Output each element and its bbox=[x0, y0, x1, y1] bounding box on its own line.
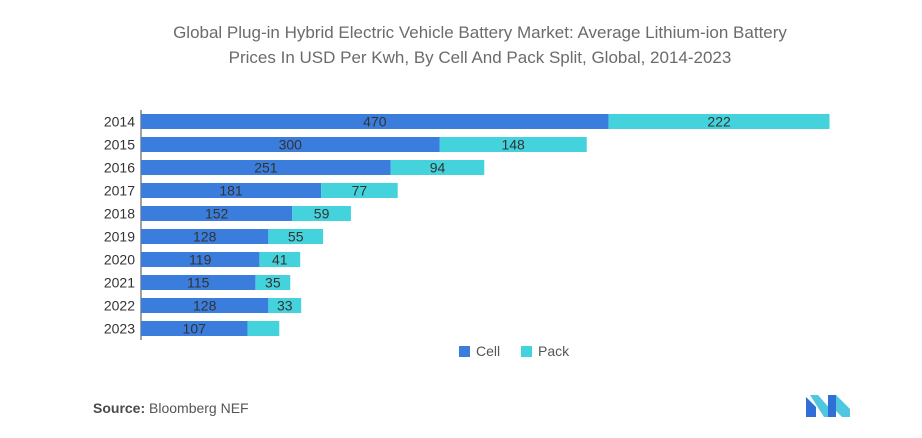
legend-label-cell: Cell bbox=[476, 343, 500, 359]
bar-cell-2022 bbox=[141, 298, 269, 313]
source-value: Bloomberg NEF bbox=[149, 400, 249, 416]
data-label-pack-2021: 35 bbox=[265, 275, 281, 291]
bar-cell-2016 bbox=[141, 160, 391, 175]
data-label-cell-2021: 115 bbox=[187, 275, 210, 291]
tick-label-2014: 2014 bbox=[104, 114, 135, 130]
data-label-cell-2019: 128 bbox=[193, 229, 217, 245]
data-label-cell-2016: 251 bbox=[254, 160, 278, 176]
legend-label-pack: Pack bbox=[538, 343, 570, 359]
data-label-pack-2017: 77 bbox=[352, 183, 368, 199]
bar-pack-2015 bbox=[439, 137, 587, 152]
bar-cell-2017 bbox=[141, 183, 322, 198]
legend-swatch-cell bbox=[459, 346, 470, 357]
data-label-cell-2014: 470 bbox=[363, 114, 387, 130]
mordor-logo-icon bbox=[806, 395, 850, 417]
data-label-pack-2022: 33 bbox=[277, 298, 293, 314]
bar-cell-2023 bbox=[141, 321, 248, 336]
bar-pack-2023 bbox=[247, 321, 280, 336]
tick-label-2022: 2022 bbox=[104, 298, 135, 314]
bar-pack-2014 bbox=[608, 114, 830, 129]
bar-pack-2022 bbox=[268, 298, 302, 313]
data-label-pack-2020: 41 bbox=[272, 252, 288, 268]
bar-cell-2021 bbox=[141, 275, 256, 290]
data-label-pack-2019: 55 bbox=[288, 229, 304, 245]
chart-title: Global Plug-in Hybrid Electric Vehicle B… bbox=[60, 20, 900, 70]
source-note: Source: Bloomberg NEF bbox=[93, 400, 249, 416]
bar-pack-2017 bbox=[321, 183, 398, 198]
data-label-pack-2014: 222 bbox=[707, 114, 731, 130]
data-label-cell-2017: 181 bbox=[219, 183, 243, 199]
data-label-cell-2023: 107 bbox=[183, 321, 207, 337]
source-label: Source: bbox=[93, 400, 146, 416]
tick-label-2021: 2021 bbox=[104, 275, 135, 291]
data-label-pack-2016: 94 bbox=[430, 160, 446, 176]
data-label-cell-2018: 152 bbox=[205, 206, 229, 222]
tick-label-2015: 2015 bbox=[104, 137, 135, 153]
bar-pack-2018 bbox=[292, 206, 351, 221]
tick-label-2020: 2020 bbox=[104, 252, 135, 268]
data-label-pack-2015: 148 bbox=[501, 137, 525, 153]
data-label-cell-2015: 300 bbox=[279, 137, 303, 153]
data-label-cell-2022: 128 bbox=[193, 298, 217, 314]
bar-cell-2020 bbox=[141, 252, 260, 267]
bar-chart: 2014 470 222 2015 300 148 2016 251 94 2017 181 77 20… bbox=[104, 110, 830, 359]
data-label-cell-2020: 119 bbox=[189, 252, 212, 268]
tick-label-2016: 2016 bbox=[104, 160, 135, 176]
tick-label-2019: 2019 bbox=[104, 229, 135, 245]
bar-pack-2019 bbox=[268, 229, 324, 244]
bar-cell-2014 bbox=[141, 114, 609, 129]
bar-cell-2018 bbox=[141, 206, 293, 221]
bar-pack-2016 bbox=[390, 160, 485, 175]
legend-swatch-pack bbox=[521, 346, 532, 357]
bar-pack-2020 bbox=[259, 252, 301, 267]
bar-cell-2015 bbox=[141, 137, 440, 152]
bar-cell-2019 bbox=[141, 229, 269, 244]
chart-title-line-2: Prices In USD Per Kwh, By Cell And Pack … bbox=[228, 48, 732, 67]
bar-pack-2021 bbox=[255, 275, 291, 290]
data-label-pack-2018: 59 bbox=[314, 206, 330, 222]
tick-label-2023: 2023 bbox=[104, 321, 135, 337]
tick-label-2017: 2017 bbox=[104, 183, 135, 199]
tick-label-2018: 2018 bbox=[104, 206, 135, 222]
chart-title-line-1: Global Plug-in Hybrid Electric Vehicle B… bbox=[173, 23, 787, 42]
